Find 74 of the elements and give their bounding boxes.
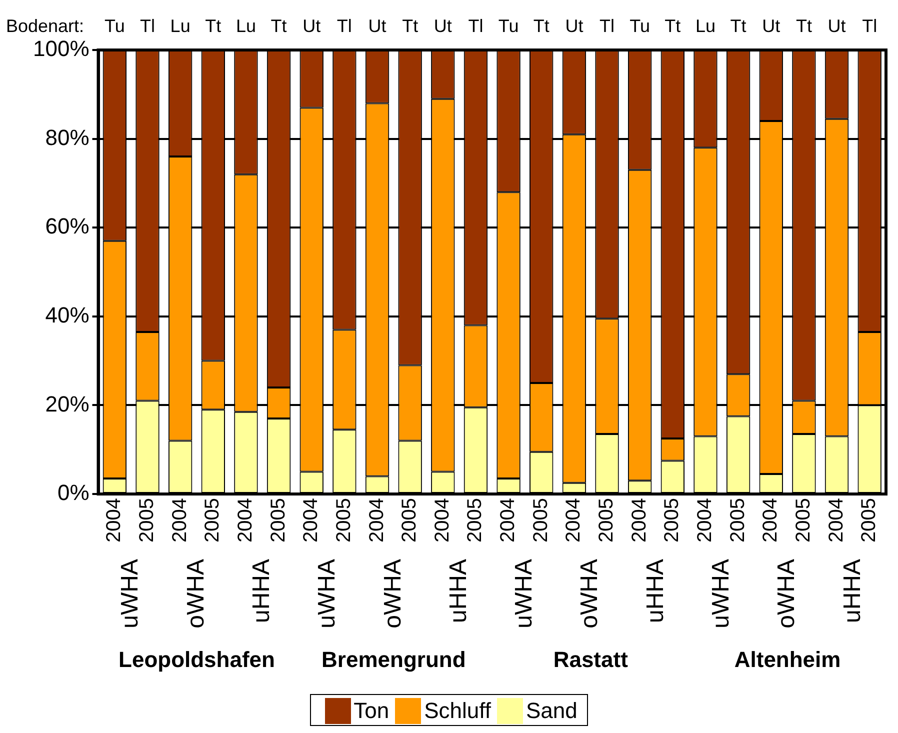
- text: uHHA: [444, 559, 472, 624]
- text: Tl: [600, 16, 615, 36]
- x-tick-label: 2004: [497, 498, 520, 542]
- x-tick-label: 2004: [562, 498, 585, 542]
- text: Ut: [434, 16, 452, 36]
- text: Lu: [695, 16, 716, 36]
- y-tick-label: 0%: [57, 480, 90, 506]
- x-tick-label: 2005: [267, 498, 290, 542]
- text: uHHA: [248, 559, 276, 624]
- x-tick-label: 2004: [234, 498, 256, 542]
- text: Tu: [630, 16, 650, 36]
- x-tick-label: 2004: [628, 498, 650, 542]
- x-tick-label: 2005: [530, 498, 552, 542]
- x-tick-label: 2004: [431, 498, 454, 542]
- text: oWHA: [773, 559, 800, 628]
- text: Ut: [302, 16, 321, 36]
- x-tick-label: 2005: [792, 498, 814, 542]
- legend-label: Schluff: [424, 698, 491, 724]
- x-tick-label: 2005: [464, 498, 486, 542]
- legend-label: Sand: [526, 698, 578, 724]
- text: Ut: [565, 16, 584, 36]
- x-tick-label: 2005: [596, 498, 618, 542]
- text: Tt: [402, 16, 418, 36]
- text: Ut: [828, 16, 846, 36]
- x-tick-label: 2005: [858, 498, 880, 542]
- text: uWHA: [314, 559, 341, 628]
- text: Lu: [170, 16, 190, 36]
- text: Tt: [270, 16, 287, 36]
- text: uWHA: [116, 559, 144, 628]
- x-tick-label: 2005: [136, 498, 158, 542]
- text: Tu: [498, 16, 519, 36]
- text: Tt: [664, 16, 681, 36]
- text: Tt: [796, 16, 812, 36]
- text: Tt: [730, 16, 746, 36]
- x-tick-label: 2005: [332, 498, 355, 542]
- x-tick-label: 2004: [366, 498, 388, 542]
- y-tick-label: 80%: [45, 124, 90, 150]
- y-tick-label: 40%: [45, 302, 90, 328]
- text: uWHA: [708, 559, 735, 628]
- text: uHHA: [642, 559, 669, 624]
- x-tick-label: 2004: [825, 498, 848, 542]
- text: Leopoldshafen: [118, 647, 275, 672]
- y-tick-label: 100%: [32, 36, 90, 62]
- text: oWHA: [379, 559, 406, 628]
- y-tick-label: 60%: [45, 214, 90, 239]
- x-tick-label: 2005: [398, 498, 421, 542]
- y-tick-label: 20%: [45, 391, 90, 416]
- text: Tt: [205, 16, 222, 36]
- text: oWHA: [576, 559, 604, 628]
- x-tick-label: 2004: [760, 498, 782, 542]
- text: Ut: [762, 16, 780, 36]
- text: oWHA: [182, 559, 210, 628]
- legend-label: Ton: [354, 698, 390, 724]
- text: Bremengrund: [322, 647, 466, 672]
- x-tick-label: 2004: [103, 498, 126, 542]
- text: Ut: [368, 16, 386, 36]
- text: Bodenart:: [6, 16, 84, 36]
- text: Tl: [862, 16, 878, 36]
- text: uHHA: [838, 559, 866, 624]
- text: Altenheim: [734, 647, 841, 672]
- x-tick-label: 2005: [661, 498, 684, 542]
- text: uWHA: [510, 559, 538, 628]
- text: Tl: [140, 16, 155, 36]
- text: Lu: [236, 16, 256, 36]
- text: Tu: [104, 16, 125, 36]
- x-tick-label: 2004: [694, 498, 716, 542]
- text: Tt: [533, 16, 550, 36]
- x-tick-label: 2004: [300, 498, 322, 542]
- x-tick-label: 2005: [202, 498, 224, 542]
- text: Tl: [336, 16, 352, 36]
- x-tick-label: 2004: [168, 498, 191, 542]
- text: Tl: [468, 16, 484, 36]
- x-tick-label: 2005: [726, 498, 749, 542]
- text: Rastatt: [553, 647, 629, 672]
